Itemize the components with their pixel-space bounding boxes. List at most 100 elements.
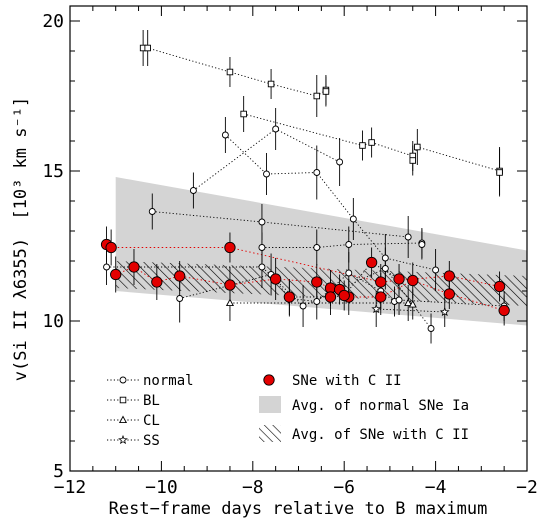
data-point-red-circle	[393, 273, 405, 285]
data-point-circle	[381, 254, 389, 262]
series-link-11	[115, 266, 505, 311]
data-point-red-circle	[443, 288, 455, 300]
y-tick-label: 5	[53, 461, 64, 482]
y-tick-label: 10	[42, 311, 64, 332]
data-point-circle	[404, 233, 412, 241]
legend-label-triangle: CL	[143, 413, 160, 429]
data-point-red-circle	[375, 276, 387, 288]
y-tick-label: 15	[42, 161, 64, 182]
data-point-circle	[349, 215, 357, 223]
data-point-red-circle	[128, 261, 140, 273]
y-tick-label: 20	[42, 11, 64, 32]
data-point-circle	[272, 125, 280, 133]
data-point-circle	[176, 295, 184, 302]
x-tick-label: −12	[54, 477, 87, 498]
data-point-star	[439, 306, 450, 317]
data-point-circle	[148, 208, 156, 215]
data-point-triangle	[404, 298, 413, 307]
legend: normal BL CL SS SNe with C II Avg. of normal …	[107, 373, 469, 449]
series-link-6	[106, 266, 432, 329]
data-point-triangle	[408, 300, 417, 308]
y-axis-label-unit: [10³ km s⁻¹]	[11, 97, 31, 220]
data-point-red-circle	[443, 270, 455, 282]
data-point-circle	[313, 244, 321, 251]
legend-marker-circle	[119, 376, 127, 384]
data-point-circle	[395, 296, 403, 304]
series-link-4	[152, 211, 409, 238]
data-point-circle	[381, 265, 389, 272]
legend-swatch-hatch-band	[259, 425, 281, 442]
data-point-red-circle	[407, 274, 419, 287]
data-point-red-circle	[224, 279, 236, 291]
data-point-red-circle	[324, 291, 337, 303]
data-point-red-circle	[375, 291, 387, 303]
y-axis-label-main: v(Si II λ6355)	[11, 238, 31, 381]
data-point-square	[240, 110, 247, 118]
data-point-circle	[103, 263, 111, 271]
data-point-circle	[336, 158, 344, 166]
data-point-square	[414, 143, 421, 151]
data-point-circle	[258, 244, 266, 251]
x-tick-label: −4	[425, 477, 447, 498]
data-point-star	[371, 303, 382, 314]
data-point-red-circle	[493, 280, 506, 293]
data-point-square	[226, 68, 234, 76]
series-link-1	[243, 113, 501, 173]
legend-label-red-circle: SNe with C II	[292, 373, 402, 389]
data-point-circle	[299, 302, 307, 310]
x-axis-ticks: −12 −10 −8 −6 −4 −2	[54, 6, 538, 498]
data-point-red-circle	[269, 273, 282, 285]
data-point-triangle	[225, 298, 235, 307]
data-point-circle	[263, 170, 270, 178]
data-point-red-circle	[174, 270, 186, 282]
data-point-circle	[189, 187, 197, 194]
data-point-square	[409, 157, 417, 164]
legend-marker-square	[119, 396, 127, 404]
data-point-red-circle	[498, 304, 510, 317]
data-point-square	[267, 80, 275, 88]
data-point-square	[322, 88, 330, 95]
data-point-circle	[418, 241, 426, 248]
legend-label-star: SS	[143, 433, 160, 449]
data-point-circle	[258, 263, 266, 271]
data-point-red-circle	[224, 241, 236, 254]
data-point-square	[368, 139, 375, 146]
data-point-circle	[221, 131, 229, 139]
data-point-circle	[345, 269, 353, 277]
data-point-circle	[432, 266, 440, 274]
legend-swatch-gray-band	[259, 396, 281, 413]
legend-marker-triangle	[118, 415, 128, 424]
data-point-red-circle	[110, 268, 122, 281]
data-point-circle	[313, 169, 321, 176]
legend-label-square: BL	[143, 393, 160, 409]
data-point-circle	[313, 298, 321, 305]
legend-label-gray-band: Avg. of normal SNe Ia	[292, 398, 469, 414]
data-points	[100, 44, 510, 332]
data-point-red-circle	[151, 276, 163, 288]
data-point-red-circle	[283, 291, 296, 303]
data-point-square	[144, 44, 151, 52]
x-tick-label: −8	[242, 477, 264, 498]
y-axis-label: v(Si II λ6355) [10³ km s⁻¹]	[11, 97, 31, 381]
legend-marker-star	[118, 434, 128, 445]
data-point-square	[496, 169, 503, 176]
data-point-circle	[258, 218, 266, 226]
series-link-9	[376, 308, 445, 313]
data-point-square	[359, 142, 366, 149]
y-axis-ticks: 5 10 15 20	[42, 11, 527, 482]
legend-marker-red-circle	[263, 374, 275, 386]
data-point-red-circle	[365, 256, 378, 269]
data-point-red-circle	[311, 276, 323, 288]
data-point-square	[313, 92, 321, 100]
data-point-circle	[345, 241, 353, 248]
data-point-red-circle	[105, 241, 117, 254]
x-tick-label: −10	[145, 477, 178, 498]
x-axis-label: Rest−frame days relative to B maximum	[109, 499, 488, 519]
x-tick-label: −2	[516, 477, 538, 498]
legend-label-hatch-band: Avg. of SNe with C II	[292, 427, 469, 443]
data-point-circle	[427, 325, 435, 332]
series-link-2	[225, 134, 436, 271]
data-point-red-circle	[338, 289, 350, 302]
x-tick-label: −6	[333, 477, 355, 498]
